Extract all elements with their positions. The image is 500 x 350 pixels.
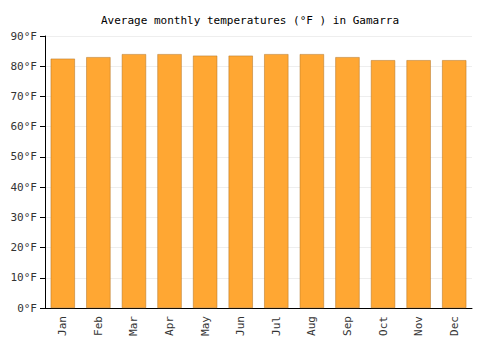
svg-text:Sep: Sep (341, 316, 354, 336)
svg-text:10°F: 10°F (11, 271, 38, 284)
svg-text:Aug: Aug (305, 316, 318, 336)
svg-text:70°F: 70°F (11, 90, 38, 103)
svg-text:50°F: 50°F (11, 150, 38, 163)
svg-text:90°F: 90°F (11, 30, 38, 43)
svg-text:Jul: Jul (270, 316, 283, 336)
svg-text:Mar: Mar (127, 316, 140, 336)
svg-text:60°F: 60°F (11, 120, 38, 133)
svg-text:80°F: 80°F (11, 60, 38, 73)
svg-text:May: May (199, 316, 212, 336)
svg-text:Dec: Dec (448, 316, 461, 336)
svg-text:Jan: Jan (56, 316, 69, 336)
svg-text:Nov: Nov (412, 316, 425, 336)
svg-text:Jun: Jun (234, 316, 247, 336)
svg-text:40°F: 40°F (11, 181, 38, 194)
svg-text:Apr: Apr (163, 316, 176, 336)
svg-text:Oct: Oct (377, 316, 390, 336)
svg-text:Average monthly temperatures (: Average monthly temperatures (°F ) in Ga… (101, 14, 399, 27)
svg-text:30°F: 30°F (11, 211, 38, 224)
svg-text:0°F: 0°F (17, 302, 37, 315)
svg-text:Feb: Feb (92, 316, 105, 336)
svg-text:20°F: 20°F (11, 241, 38, 254)
